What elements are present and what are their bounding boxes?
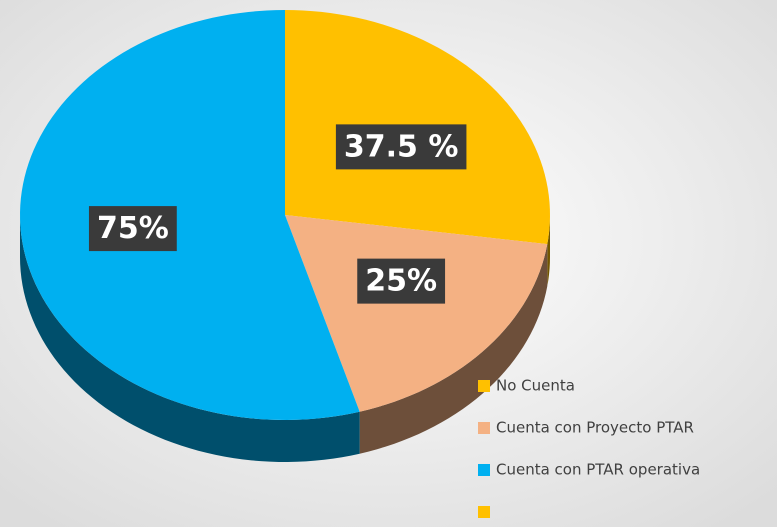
legend-swatch (478, 464, 490, 476)
data-label: 37.5 % (344, 129, 459, 164)
pie: 37.5 % 25% 75% (20, 10, 550, 462)
legend-label: Cuenta con PTAR operativa (496, 461, 700, 479)
data-label-box (335, 124, 467, 170)
pie-slice (285, 215, 548, 412)
data-label: 75% (97, 211, 169, 246)
data-label-box (88, 206, 177, 252)
legend-swatch (478, 380, 490, 392)
legend-label: No Cuenta (496, 377, 575, 395)
pie-side (547, 215, 550, 287)
legend-label: Cuenta con Proyecto PTAR (496, 419, 694, 437)
legend: No Cuenta Cuenta con Proyecto PTAR Cuenta … (478, 377, 700, 518)
legend-swatch (478, 422, 490, 434)
pie-side (20, 215, 360, 462)
legend-swatch (478, 506, 490, 518)
data-label-box (357, 258, 446, 304)
pie-side (359, 244, 548, 454)
data-label: 25% (365, 264, 437, 299)
pie-slice (20, 10, 360, 420)
